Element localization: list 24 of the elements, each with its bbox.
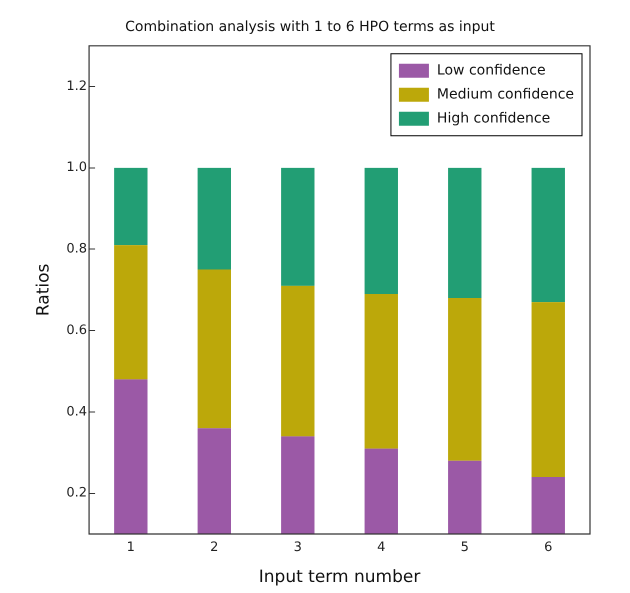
y-axis-title: Ratios <box>34 264 54 316</box>
x-tick-label: 3 <box>294 540 302 556</box>
bar <box>114 168 148 246</box>
bar <box>364 168 398 294</box>
chart-title: Combination analysis with 1 to 6 HPO terms as input <box>125 19 496 36</box>
y-tick-label: 0.6 <box>66 322 88 338</box>
bar <box>448 168 482 298</box>
x-tick-label: 4 <box>377 540 386 556</box>
x-tick-label: 1 <box>126 540 135 556</box>
x-axis-title: Input term number <box>258 567 420 588</box>
bar <box>281 168 314 286</box>
y-tick-label: 0.8 <box>66 242 88 257</box>
y-tick-label: 0.2 <box>66 486 88 501</box>
y-tick-label: 1.0 <box>66 160 88 176</box>
y-tick-label: 0.4 <box>66 404 88 420</box>
x-tick-label: 2 <box>210 540 218 556</box>
x-tick-label: 5 <box>460 540 469 556</box>
legend-label: High confidence <box>436 110 550 126</box>
bar <box>198 168 232 270</box>
legend-label: Medium confidence <box>436 86 574 102</box>
legend-label: Low confidence <box>436 62 546 78</box>
x-tick-label: 6 <box>544 540 552 556</box>
y-tick-label: 1.2 <box>66 78 88 94</box>
bar <box>532 168 565 302</box>
